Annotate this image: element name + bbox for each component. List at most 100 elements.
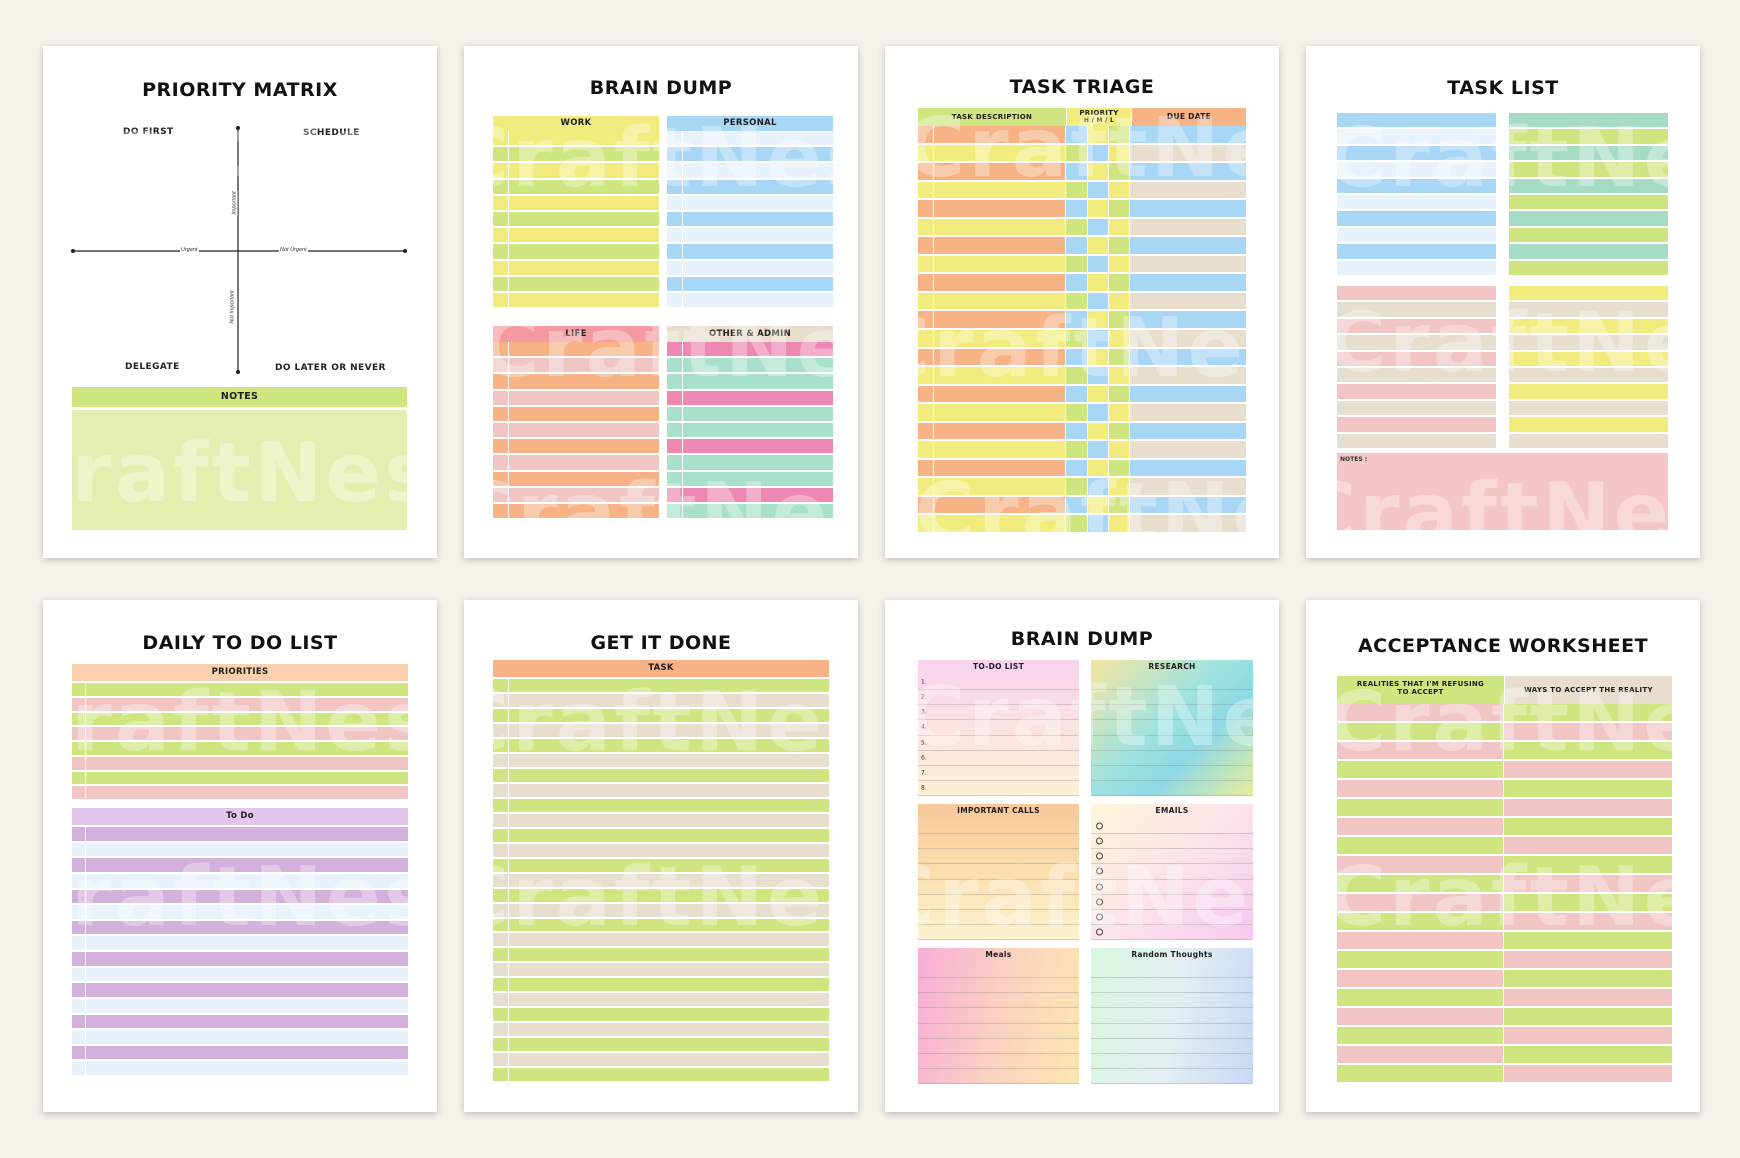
table-cell[interactable] [1509, 260, 1668, 276]
table-cell[interactable] [509, 843, 829, 857]
table-row[interactable] [667, 358, 833, 375]
checkbox-circle[interactable] [1096, 898, 1103, 906]
table-cell[interactable] [493, 147, 509, 162]
task-list-block-green[interactable] [1509, 113, 1668, 278]
table-row[interactable] [493, 211, 659, 229]
table-row[interactable] [493, 918, 829, 934]
page-brain-dump-1[interactable]: BRAIN DUMP WORK PERSONAL LIFE OTHER & AD… [464, 46, 858, 558]
table-cell[interactable] [493, 843, 509, 857]
list-item[interactable] [918, 849, 1079, 865]
table-cell[interactable] [1130, 422, 1246, 440]
acceptance-grid[interactable] [1337, 704, 1672, 1084]
table-cell[interactable] [1088, 126, 1109, 143]
table-row[interactable] [1337, 761, 1672, 780]
table-row[interactable] [72, 756, 408, 772]
table-row[interactable] [918, 274, 1246, 293]
table-cell[interactable] [1509, 433, 1668, 449]
table-cell[interactable] [72, 1030, 86, 1044]
table-row[interactable] [493, 783, 829, 799]
table-cell[interactable] [509, 471, 659, 486]
table-cell[interactable] [918, 218, 934, 236]
table-cell[interactable] [1337, 932, 1504, 949]
table-row[interactable] [1337, 227, 1496, 245]
table-cell[interactable] [72, 967, 86, 982]
calls-lines[interactable] [918, 819, 1079, 940]
table-cell[interactable] [86, 756, 408, 770]
list-item[interactable] [1091, 880, 1253, 895]
table-cell[interactable] [1066, 292, 1088, 310]
table-cell[interactable] [918, 126, 934, 143]
table-row[interactable] [1509, 260, 1668, 278]
table-cell[interactable] [683, 342, 833, 357]
table-cell[interactable] [493, 179, 509, 194]
table-cell[interactable] [493, 708, 509, 722]
table-cell[interactable] [683, 487, 833, 502]
table-cell[interactable] [918, 144, 934, 162]
table-cell[interactable] [667, 439, 683, 454]
table-cell[interactable] [493, 783, 509, 797]
table-cell[interactable] [918, 496, 934, 514]
table-cell[interactable] [918, 422, 934, 440]
table-cell[interactable] [86, 952, 408, 966]
table-cell[interactable] [1337, 856, 1504, 873]
list-item[interactable] [1091, 834, 1253, 850]
table-row[interactable] [667, 163, 833, 180]
table-cell[interactable] [1504, 799, 1672, 816]
table-cell[interactable] [667, 195, 683, 210]
table-row[interactable] [918, 255, 1246, 275]
table-row[interactable] [918, 330, 1246, 349]
table-cell[interactable] [1504, 932, 1672, 949]
table-row[interactable] [72, 936, 408, 952]
table-cell[interactable] [1509, 195, 1668, 210]
table-cell[interactable] [1109, 181, 1130, 199]
table-cell[interactable] [1337, 723, 1504, 740]
table-row[interactable] [1337, 856, 1672, 875]
table-cell[interactable] [1066, 200, 1088, 217]
table-cell[interactable] [1509, 302, 1668, 317]
table-cell[interactable] [1088, 163, 1109, 180]
table-cell[interactable] [72, 742, 86, 755]
table-cell[interactable] [683, 147, 833, 162]
table-row[interactable] [72, 998, 408, 1015]
table-cell[interactable] [72, 771, 86, 785]
table-cell[interactable] [509, 1053, 829, 1067]
table-cell[interactable] [1109, 144, 1130, 162]
table-row[interactable] [72, 983, 408, 999]
table-cell[interactable] [1066, 181, 1088, 199]
table-cell[interactable] [1337, 989, 1504, 1006]
table-cell[interactable] [493, 163, 509, 178]
table-row[interactable] [918, 163, 1246, 182]
list-item[interactable] [918, 1008, 1079, 1024]
table-cell[interactable] [509, 422, 659, 438]
table-cell[interactable] [509, 933, 829, 947]
table-row[interactable] [72, 827, 408, 843]
table-cell[interactable] [683, 195, 833, 210]
table-cell[interactable] [1504, 856, 1672, 873]
list-item[interactable]: 1. [918, 675, 1079, 691]
table-cell[interactable] [1066, 255, 1088, 273]
table-cell[interactable] [667, 390, 683, 405]
todo-grid[interactable] [72, 827, 408, 1077]
table-cell[interactable] [86, 936, 408, 950]
table-cell[interactable] [493, 358, 509, 373]
table-cell[interactable] [1088, 181, 1109, 199]
table-cell[interactable] [86, 727, 408, 740]
table-row[interactable] [72, 1014, 408, 1031]
table-cell[interactable] [493, 390, 509, 405]
table-cell[interactable] [1109, 274, 1130, 291]
table-row[interactable] [918, 218, 1246, 238]
table-cell[interactable] [72, 998, 86, 1013]
table-row[interactable] [493, 1023, 829, 1039]
table-row[interactable] [667, 147, 833, 164]
table-cell[interactable] [493, 439, 509, 454]
table-row[interactable] [1509, 286, 1668, 303]
table-cell[interactable] [1130, 181, 1246, 199]
table-cell[interactable] [493, 978, 509, 992]
table-cell[interactable] [1509, 145, 1668, 161]
work-grid[interactable] [493, 131, 659, 310]
table-cell[interactable] [1504, 1008, 1672, 1025]
table-cell[interactable] [1109, 441, 1130, 458]
table-cell[interactable] [1130, 348, 1246, 366]
table-cell[interactable] [1337, 913, 1504, 930]
table-row[interactable] [667, 422, 833, 440]
